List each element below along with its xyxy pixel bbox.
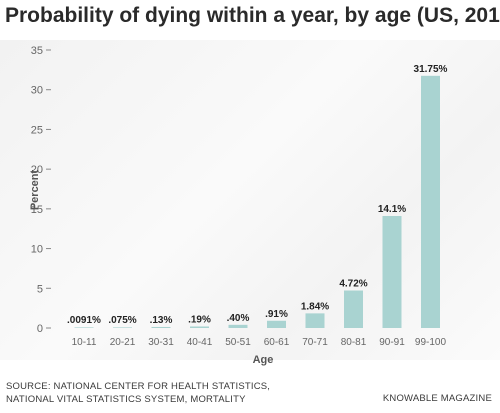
x-axis: 10-11 20-21 30-31 40-41 50-51 60-61 70-71 80-81…	[72, 337, 447, 348]
source-note: SOURCE: NATIONAL CENTER FOR HEALTH STATI…	[6, 380, 270, 406]
x-tick-label: 90-91	[379, 337, 405, 348]
data-label: 14.1%	[378, 204, 406, 215]
x-tick-label: 50-51	[225, 337, 251, 348]
x-axis-label: Age	[253, 354, 274, 366]
bar	[74, 327, 94, 328]
x-tick-label: 30-31	[148, 337, 174, 348]
y-tick-label: 30	[31, 85, 43, 97]
x-tick-label: 99-100	[415, 337, 447, 348]
x-tick-label: 20-21	[110, 337, 136, 348]
data-label: .19%	[188, 314, 211, 325]
bar	[421, 75, 440, 328]
data-label: 4.72%	[339, 279, 367, 290]
data-labels: .0091% .075% .13% .19% .40% .91% 1.84% 4.72% 14.…	[67, 64, 448, 326]
credit: KNOWABLE MAGAZINE	[382, 393, 492, 404]
x-tick-label: 40-41	[187, 337, 213, 348]
bar	[305, 313, 325, 328]
data-label: 31.75%	[414, 64, 448, 75]
data-label: .075%	[108, 315, 136, 326]
data-label: .40%	[227, 313, 250, 324]
bar	[267, 320, 286, 328]
bar	[151, 326, 171, 328]
chart-title: Probability of dying within a year, by a…	[5, 4, 500, 27]
bar	[228, 324, 248, 328]
data-label: 1.84%	[301, 301, 329, 312]
data-label: .13%	[150, 315, 173, 326]
y-tick-label: 0	[37, 323, 43, 335]
source-line-1: SOURCE: NATIONAL CENTER FOR HEALTH STATI…	[6, 381, 271, 392]
y-tick-label: 25	[31, 124, 43, 136]
x-tick-label: 70-71	[302, 337, 328, 348]
bar	[113, 327, 132, 328]
bars	[74, 75, 440, 328]
data-label: .91%	[265, 309, 288, 320]
y-tick-label: 35	[31, 45, 43, 57]
y-tick-label: 10	[31, 244, 43, 256]
x-tick-label: 10-11	[72, 337, 97, 348]
x-tick-label: 60-61	[264, 337, 290, 348]
y-tick-label: 20	[31, 164, 43, 176]
bar	[382, 216, 402, 328]
y-tick-label: 5	[37, 283, 43, 295]
bar	[344, 290, 363, 328]
data-label: .0091%	[67, 315, 101, 326]
x-tick-label: 80-81	[341, 337, 367, 348]
bar	[190, 326, 209, 328]
y-axis: 0 5 10 15 20 25 30 35	[31, 45, 51, 335]
y-tick-label: 15	[31, 204, 43, 216]
source-line-2: NATIONAL VITAL STATISTICS SYSTEM, MORTAL…	[6, 394, 246, 405]
chart-background	[0, 40, 500, 360]
y-axis-label: Percent	[29, 169, 41, 210]
